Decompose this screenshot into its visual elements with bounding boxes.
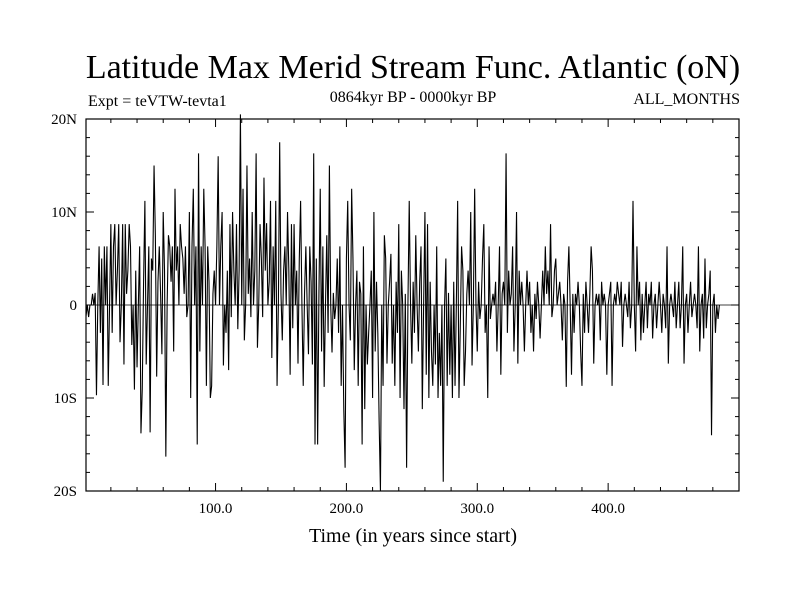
y-tick-label: 20S <box>54 484 77 500</box>
chart-subtitle-left: Expt = teVTW-tevta1 <box>88 93 227 110</box>
y-tick-label: 20N <box>51 112 77 128</box>
x-tick-label: 100.0 <box>199 501 233 517</box>
y-tick-label: 10S <box>54 391 77 407</box>
chart-title: Latitude Max Merid Stream Func. Atlantic… <box>86 49 740 86</box>
chart-subtitle-center: 0864kyr BP - 0000kyr BP <box>330 89 497 106</box>
plot-series-group <box>85 114 739 492</box>
chart-subtitle-right: ALL_MONTHS <box>633 91 740 108</box>
x-tick-label: 200.0 <box>330 501 364 517</box>
x-tick-label: 300.0 <box>460 501 494 517</box>
y-tick-label: 0 <box>70 298 78 314</box>
axis-ticks-group: 100.0 200.0 300.0 400.0 20N 10N 0 10S 20S <box>51 112 739 517</box>
x-axis-label: Time (in years since start) <box>309 525 517 547</box>
plot-frame <box>85 118 740 492</box>
y-tick-label: 10N <box>51 205 77 221</box>
series-line-0 <box>85 114 720 492</box>
x-tick-label: 400.0 <box>591 501 625 517</box>
